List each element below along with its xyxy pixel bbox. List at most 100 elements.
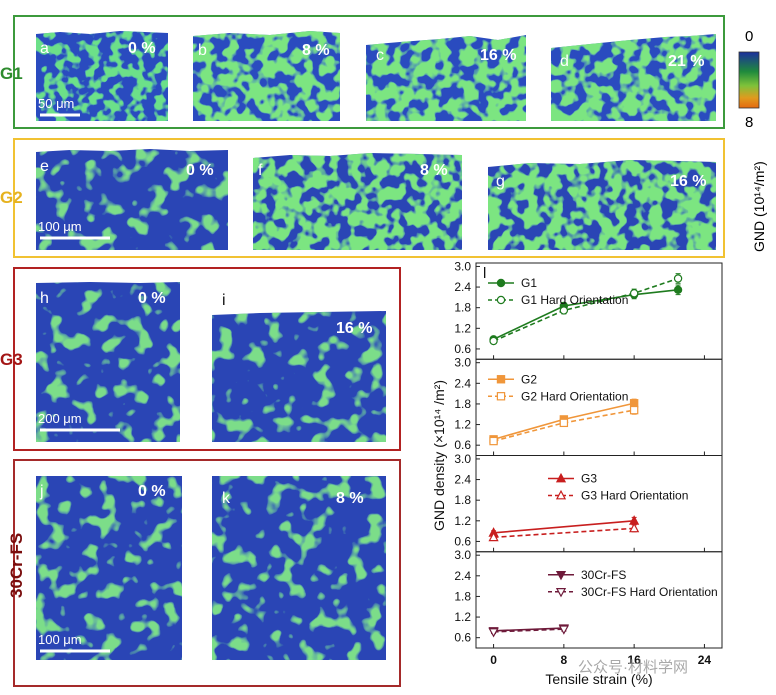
y-tick-label: 3.0 <box>454 356 471 370</box>
micrograph-h: h 0 % 200 μm <box>36 282 180 442</box>
panel-letter-k: k <box>222 490 231 507</box>
strain-label-c: 16 % <box>480 47 516 64</box>
x-axis-label: Tensile strain (%) <box>545 671 652 687</box>
group-label-30crfs: 30Cr-FS <box>7 533 26 598</box>
y-tick-label: 1.2 <box>454 610 471 624</box>
group-label-g3: G3 <box>0 350 23 369</box>
legend-entry: G3 <box>581 472 597 486</box>
legend-marker <box>555 472 567 483</box>
data-point <box>673 285 683 295</box>
strain-label-h: 0 % <box>138 290 166 307</box>
y-tick-label: 2.4 <box>454 473 471 487</box>
y-tick-label: 0.6 <box>454 534 471 548</box>
y-tick-label: 3.0 <box>454 548 471 562</box>
data-point <box>489 436 498 446</box>
scale-bar-label-e: 100 μm <box>38 219 82 234</box>
panel-letter-d: d <box>560 53 569 70</box>
strain-label-g: 16 % <box>670 173 706 190</box>
series-line <box>493 520 635 534</box>
subplot-frame <box>475 262 723 360</box>
gnd-density-chart: 0.6 1.2 1.8 2.4 3.0 G1 G1 Hard Orientation 0.6 1… <box>431 259 723 687</box>
legend-entry: G1 Hard Orientation <box>521 293 628 307</box>
g2-frame <box>13 138 725 258</box>
panel-letter-a: a <box>40 40 49 57</box>
micrograph-b: b 8 % <box>193 31 340 121</box>
subplot-3: 0.6 1.2 1.8 2.4 3.0 G3 G3 Hard Orientation <box>454 452 723 553</box>
panel-letter-g: g <box>496 173 505 190</box>
strain-label-j: 0 % <box>138 483 166 500</box>
legend-entry: G2 <box>521 372 537 386</box>
y-tick-label: 2.4 <box>454 280 471 294</box>
legend-entry: G3 Hard Orientation <box>581 489 688 503</box>
data-point <box>558 625 569 635</box>
data-point <box>673 274 683 283</box>
y-tick-label: 1.8 <box>454 493 471 507</box>
y-tick-label: 0.6 <box>454 342 471 356</box>
panel-letter-f: f <box>258 162 263 179</box>
legend-entry: G2 Hard Orientation <box>521 389 628 403</box>
legend-marker <box>496 375 506 384</box>
series-line <box>493 628 564 633</box>
subplot-frame <box>475 455 723 553</box>
y-tick-label: 1.8 <box>454 397 471 411</box>
panel-letter-e: e <box>40 158 49 175</box>
y-tick-label: 1.2 <box>454 514 471 528</box>
data-point <box>629 405 639 415</box>
x-tick-label: 0 <box>490 653 497 667</box>
micrograph-i: i 16 % <box>212 292 386 442</box>
legend-entry: G1 <box>521 276 537 290</box>
strain-label-a: 0 % <box>128 40 156 57</box>
y-tick-label: 1.2 <box>454 418 471 432</box>
legend-entry: 30Cr-FS Hard Orientation <box>581 585 718 599</box>
data-point <box>488 628 499 638</box>
micrograph-k: k 8 % <box>212 476 386 660</box>
crfs-frame <box>13 459 401 687</box>
y-tick-label: 3.0 <box>454 452 471 466</box>
micrograph-d: d 21 % <box>551 34 716 121</box>
legend-marker <box>496 278 506 288</box>
series-line <box>493 627 564 632</box>
colorbar-bottom-label: 8 <box>745 114 753 131</box>
legend-marker <box>496 295 506 305</box>
panel-letter-b: b <box>198 42 207 59</box>
series-line <box>493 527 635 539</box>
subplot-frame <box>475 358 723 456</box>
colorbar: 0 8 GND (10¹⁴/m²) <box>738 28 767 252</box>
subplot-1: 0.6 1.2 1.8 2.4 3.0 G1 G1 Hard Orientation <box>454 259 723 360</box>
strain-label-b: 8 % <box>302 42 330 59</box>
y-tick-label: 0.6 <box>454 631 471 645</box>
panel-letter-l: l <box>483 265 486 282</box>
scale-bar-label-h: 200 μm <box>38 411 82 426</box>
panel-letter-i: i <box>222 292 226 309</box>
legend-marker <box>555 571 567 581</box>
y-tick-label: 1.8 <box>454 589 471 603</box>
subplot-4: 0.6 1.2 1.8 2.4 3.0 30Cr-FS 30Cr-FS Hard Orien… <box>454 548 723 649</box>
scale-bar-label-j: 100 μm <box>38 632 82 647</box>
subplot-frame <box>475 551 723 649</box>
y-tick-label: 3.0 <box>454 259 471 273</box>
y-tick-label: 2.4 <box>454 376 471 390</box>
x-tick-label: 16 <box>627 653 641 667</box>
micrograph-e: e 0 % 100 μm <box>36 149 228 250</box>
legend-marker <box>496 392 506 401</box>
data-point <box>629 522 640 533</box>
data-point <box>488 531 499 542</box>
y-axis-label: GND density (×10¹⁴ /m²) <box>431 380 447 531</box>
scale-bar-label-a: 50 μm <box>38 96 74 111</box>
group-label-g2: G2 <box>0 188 23 207</box>
data-point <box>489 336 498 346</box>
panel-letter-c: c <box>376 47 384 64</box>
colorbar-top-label: 0 <box>745 28 753 45</box>
colorbar-gradient <box>738 51 760 109</box>
micrograph-f: f 8 % <box>253 153 462 250</box>
g3-frame <box>13 267 401 451</box>
micrograph-j: j 0 % 100 μm <box>36 476 182 660</box>
data-point <box>559 306 569 315</box>
data-point <box>629 289 639 298</box>
subplot-2: 0.6 1.2 1.8 2.4 3.0 G2 G2 Hard Orientation <box>454 356 723 456</box>
strain-label-k: 8 % <box>336 490 364 507</box>
micrograph-a: a 0 % 50 μm <box>36 31 168 121</box>
data-point <box>559 418 569 428</box>
x-tick-label: 8 <box>561 653 568 667</box>
